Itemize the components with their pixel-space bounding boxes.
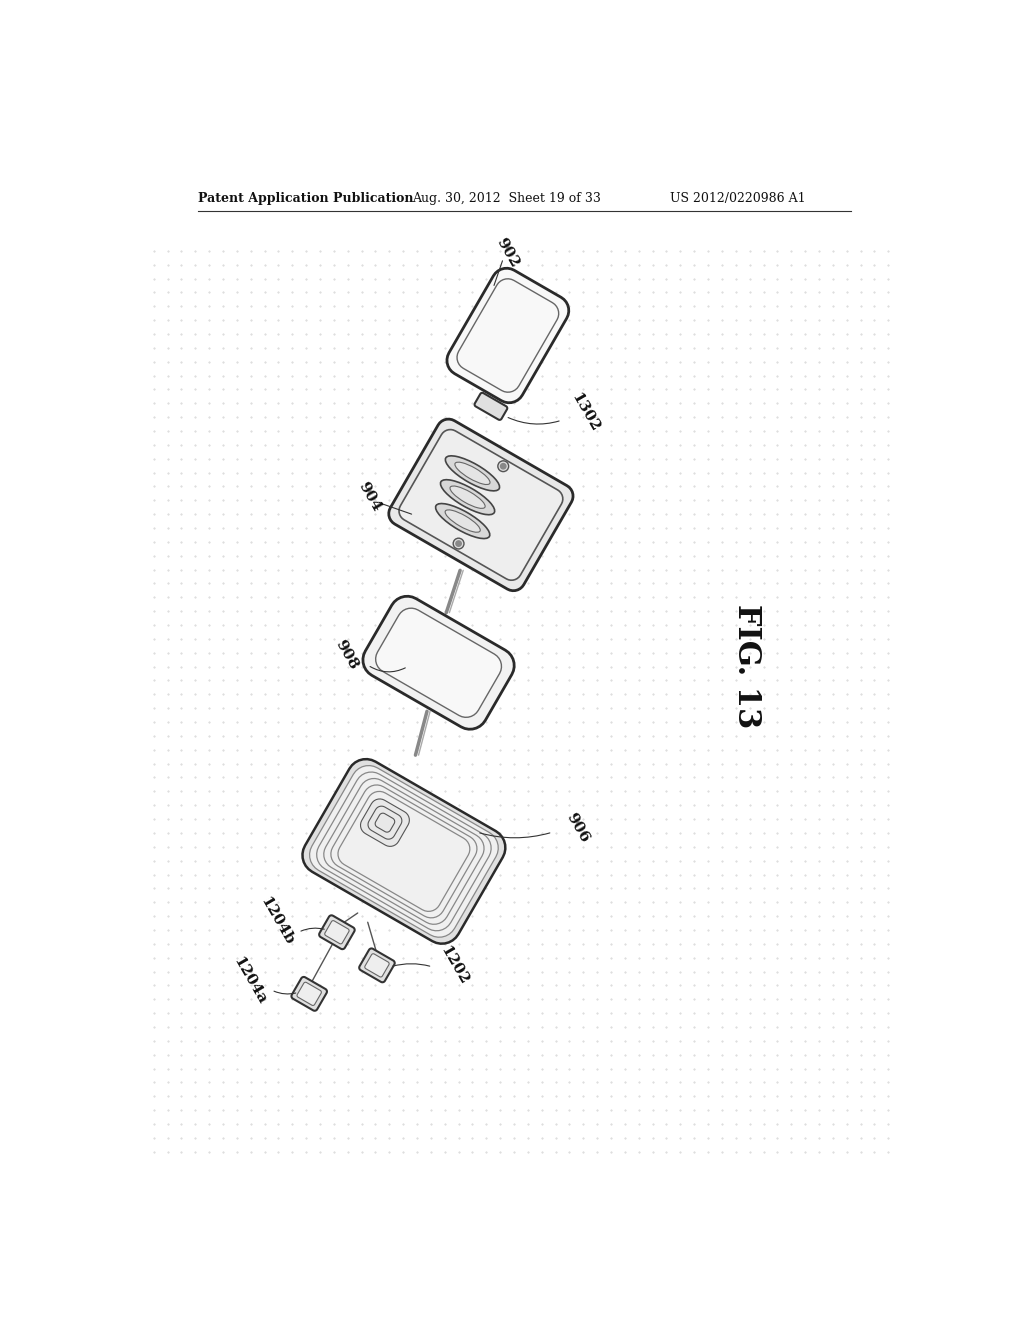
Polygon shape bbox=[319, 915, 354, 949]
Circle shape bbox=[498, 461, 509, 471]
Polygon shape bbox=[360, 799, 410, 846]
Polygon shape bbox=[389, 420, 573, 590]
Ellipse shape bbox=[450, 486, 485, 508]
Ellipse shape bbox=[455, 462, 490, 484]
Text: 902: 902 bbox=[494, 235, 522, 269]
Circle shape bbox=[454, 539, 464, 549]
Polygon shape bbox=[399, 429, 563, 581]
Text: US 2012/0220986 A1: US 2012/0220986 A1 bbox=[670, 191, 805, 205]
Text: 908: 908 bbox=[332, 638, 360, 672]
Text: 1202: 1202 bbox=[437, 944, 471, 987]
Circle shape bbox=[501, 463, 506, 469]
Text: 1204b: 1204b bbox=[258, 894, 296, 948]
Polygon shape bbox=[297, 982, 322, 1006]
Text: 1204a: 1204a bbox=[230, 954, 269, 1007]
Text: Aug. 30, 2012  Sheet 19 of 33: Aug. 30, 2012 Sheet 19 of 33 bbox=[412, 191, 600, 205]
Polygon shape bbox=[359, 949, 394, 982]
Polygon shape bbox=[324, 779, 484, 924]
Ellipse shape bbox=[445, 455, 500, 491]
Polygon shape bbox=[362, 597, 514, 729]
Polygon shape bbox=[474, 393, 507, 420]
Polygon shape bbox=[331, 785, 477, 917]
Polygon shape bbox=[325, 920, 349, 944]
Text: Patent Application Publication: Patent Application Publication bbox=[199, 191, 414, 205]
Ellipse shape bbox=[445, 510, 480, 532]
Polygon shape bbox=[375, 813, 394, 832]
Polygon shape bbox=[446, 268, 568, 403]
Polygon shape bbox=[338, 792, 470, 911]
Text: 906: 906 bbox=[563, 810, 591, 846]
Ellipse shape bbox=[435, 503, 489, 539]
Polygon shape bbox=[457, 279, 559, 392]
Polygon shape bbox=[368, 807, 401, 840]
Text: FIG. 13: FIG. 13 bbox=[731, 605, 762, 729]
Text: 1302: 1302 bbox=[568, 391, 601, 434]
Polygon shape bbox=[316, 772, 492, 931]
Polygon shape bbox=[365, 954, 389, 977]
Ellipse shape bbox=[440, 479, 495, 515]
Polygon shape bbox=[292, 977, 327, 1011]
Polygon shape bbox=[376, 609, 502, 717]
Text: 904: 904 bbox=[355, 480, 383, 515]
Polygon shape bbox=[302, 759, 505, 944]
Polygon shape bbox=[309, 766, 499, 937]
Circle shape bbox=[456, 541, 461, 546]
